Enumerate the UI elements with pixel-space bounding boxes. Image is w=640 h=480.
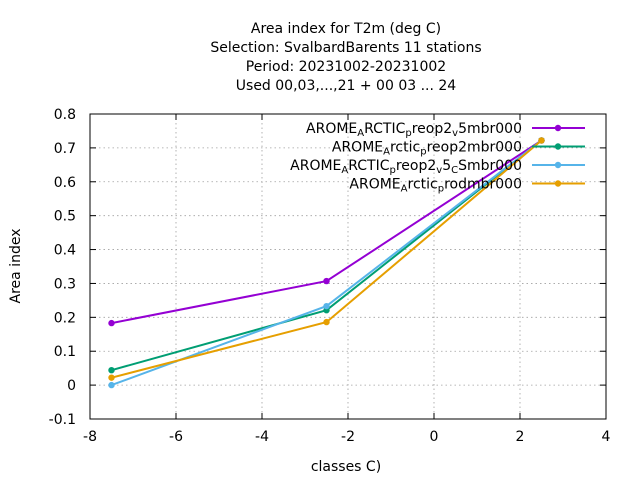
y-tick-label: 0.4 — [54, 243, 76, 259]
legend-label-part: reop2 — [412, 121, 452, 137]
y-axis-label: Area index — [8, 229, 24, 304]
data-point — [538, 137, 545, 144]
y-tick-label: 0.6 — [54, 175, 76, 191]
x-tick-label: 4 — [602, 429, 611, 445]
legend-label: AROMEARCTICpreop2v5CSmbr000 — [290, 158, 522, 176]
legend-label-subscript: p — [420, 147, 426, 158]
data-point — [323, 277, 330, 285]
y-tick-label: 0.7 — [54, 141, 76, 157]
y-tick-label: 0 — [67, 378, 76, 394]
y-tick-label: 0.1 — [54, 344, 76, 360]
x-tick-label: 2 — [516, 429, 525, 445]
data-point — [323, 302, 330, 310]
legend-label-part: AROME — [306, 121, 357, 137]
legend-marker — [554, 180, 562, 187]
x-axis-label: classes C) — [311, 459, 381, 475]
legend-label-part: 5mbr000 — [458, 121, 522, 137]
legend-label-part: RCTIC — [364, 121, 405, 137]
chart-title: Area index for T2m (deg C) Selection: Sva… — [210, 21, 481, 94]
legend-label-part: reop2 — [396, 158, 436, 174]
legend-label-part: AROME — [349, 177, 400, 193]
series-lines — [108, 137, 545, 389]
y-tick-label: -0.1 — [49, 412, 76, 428]
legend-label-part: RCTIC — [348, 158, 389, 174]
legend-marker — [554, 143, 562, 150]
legend: AROMEARCTICpreop2v5mbr000AROMEArcticpreo… — [290, 121, 585, 195]
data-point — [108, 367, 115, 374]
data-point — [323, 318, 330, 326]
legend-label-part: rodmbr000 — [444, 177, 522, 193]
y-tick-label: 0.3 — [54, 276, 76, 292]
legend-label-subscript: p — [438, 184, 444, 195]
data-point — [108, 319, 115, 327]
legend-label-subscript: A — [401, 184, 408, 195]
legend-label-part: 5 — [442, 158, 451, 174]
legend-label-part: rctic — [390, 140, 420, 156]
legend-marker — [554, 124, 562, 132]
legend-label: AROMEArcticprodmbr000 — [349, 177, 522, 195]
legend-label-part: AROME — [290, 158, 341, 174]
legend-label-subscript: C — [451, 165, 458, 176]
data-point — [108, 374, 115, 381]
legend-marker — [554, 161, 562, 169]
title-line: Area index for T2m (deg C) — [251, 21, 441, 37]
legend-label-subscript: A — [357, 128, 364, 139]
x-tick-label: -6 — [169, 429, 183, 445]
title-line: Selection: SvalbardBarents 11 stations — [210, 40, 481, 56]
legend-label-part: reop2mbr000 — [427, 140, 522, 156]
legend-label: AROMEARCTICpreop2v5mbr000 — [306, 121, 522, 139]
x-tick-label: -2 — [341, 429, 355, 445]
title-line: Used 00,03,...,21 + 00 03 ... 24 — [236, 78, 457, 94]
grid — [90, 114, 606, 419]
x-tick-label: 0 — [430, 429, 439, 445]
legend-label-subscript: v — [436, 165, 442, 176]
legend-label: AROMEArcticpreop2mbr000 — [332, 140, 522, 158]
y-tick-label: 0.8 — [54, 107, 76, 123]
legend-label-subscript: p — [405, 128, 411, 139]
x-tick-label: -8 — [83, 429, 97, 445]
legend-label-part: AROME — [332, 140, 383, 156]
legend-label-part: rctic — [408, 177, 438, 193]
x-tick-label: -4 — [255, 429, 269, 445]
legend-label-part: Smbr000 — [458, 158, 522, 174]
y-tick-label: 0.5 — [54, 209, 76, 225]
axes: -8 -6 -4 -2 0 2 4 -0.1 0 0.1 0.2 0.3 0.4 0.5 0.6 0.7 0.8 — [49, 107, 611, 445]
data-point — [108, 381, 115, 389]
title-line: Period: 20231002-20231002 — [246, 59, 446, 75]
legend-label-subscript: v — [452, 128, 458, 139]
y-tick-label: 0.2 — [54, 310, 76, 326]
legend-label-subscript: A — [383, 147, 390, 158]
legend-label-subscript: p — [390, 165, 396, 176]
legend-label-subscript: A — [341, 165, 348, 176]
